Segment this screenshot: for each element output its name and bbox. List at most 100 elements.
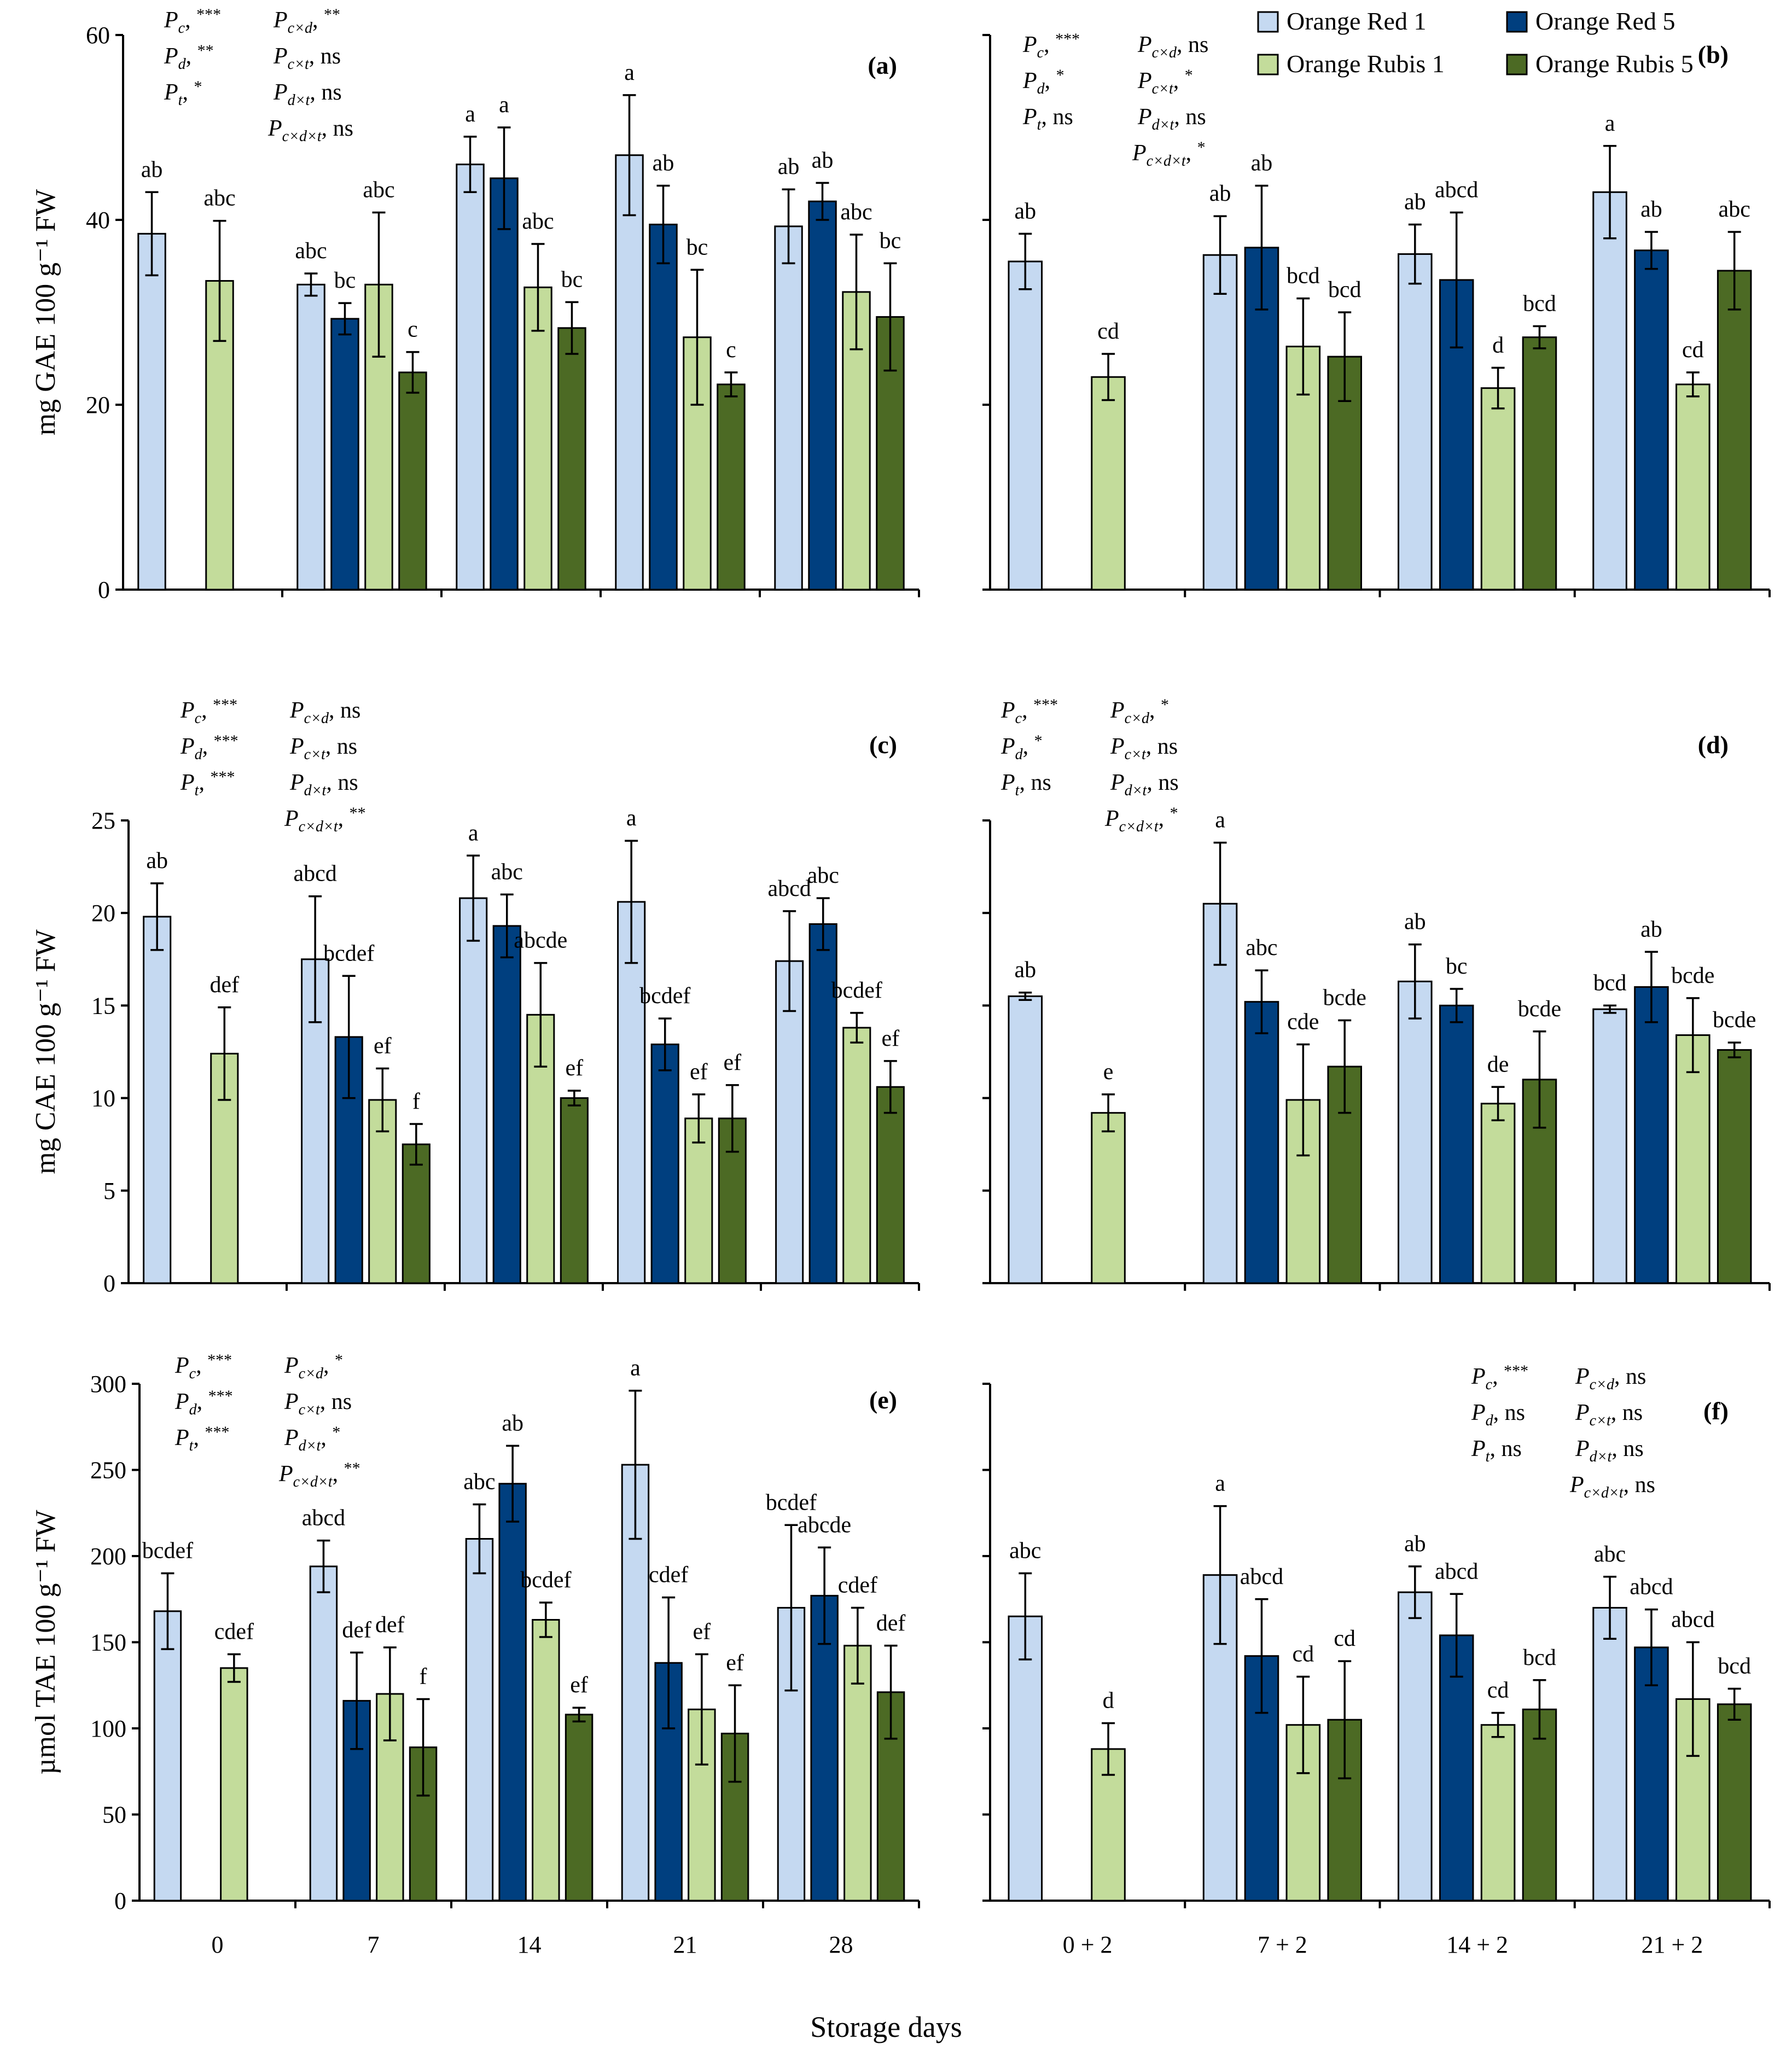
stat-p-value: Pt, ns — [1471, 1436, 1522, 1465]
significance-letter: a — [624, 60, 635, 85]
bar-orange-rubis-5 — [1522, 336, 1557, 591]
significance-letter: ab — [1014, 958, 1036, 983]
significance-letter: f — [412, 1089, 420, 1114]
bar-orange-red-1 — [1592, 1008, 1627, 1284]
significance-letter: abcd — [768, 876, 811, 901]
y-tick-label: 150 — [90, 1629, 126, 1656]
legend-label-orange-red-1: Orange Red 1 — [1287, 7, 1426, 35]
bar-orange-rubis-1 — [1091, 376, 1126, 591]
significance-letter: abc — [295, 238, 327, 264]
bar-orange-rubis-1 — [220, 1667, 248, 1902]
x-tick-label: 0 + 2 — [1063, 1931, 1113, 1958]
significance-letter: def — [375, 1612, 405, 1638]
y-tick-label: 300 — [90, 1371, 126, 1397]
x-tick-label: 7 + 2 — [1258, 1931, 1307, 1958]
stat-p-value: Pd, *** — [180, 732, 238, 763]
chart-panel-c: 0 5 10 15 20 25 mg CAE 100 g⁻¹ FW ab def abcd bcde… — [30, 696, 920, 1297]
stat-p-value: Pd, *** — [174, 1387, 233, 1418]
legend-swatch-orange-rubis-1 — [1257, 54, 1279, 75]
significance-letter: ef — [570, 1673, 588, 1698]
significance-letter: abcd — [1630, 1575, 1673, 1600]
stat-p-value: Pc, *** — [174, 1351, 232, 1382]
significance-letter: bcdef — [831, 978, 882, 1003]
bar-orange-red-1 — [1398, 1591, 1433, 1902]
significance-letter: abc — [203, 186, 235, 211]
significance-letter: abcde — [514, 928, 567, 953]
bar-orange-red-1 — [153, 1610, 182, 1902]
significance-letter: cde — [1287, 1009, 1319, 1034]
significance-letter: a — [1215, 808, 1225, 833]
significance-letter: bcde — [1323, 985, 1366, 1010]
stat-p-value: Pc, *** — [1471, 1362, 1528, 1393]
significance-letter: bcd — [1718, 1654, 1751, 1679]
significance-letter: abcd — [1671, 1607, 1714, 1633]
bar-orange-red-1 — [774, 225, 803, 591]
significance-letter: a — [1215, 1471, 1225, 1496]
stat-p-value: Pc×d×t, ** — [284, 804, 366, 835]
bar-orange-rubis-5 — [560, 1097, 589, 1284]
legend-swatch-orange-red-1 — [1257, 11, 1279, 33]
significance-letter: bcdef — [766, 1490, 817, 1515]
bar-orange-red-5 — [808, 923, 837, 1284]
significance-letter: bc — [1446, 954, 1468, 979]
significance-letter: abcd — [1435, 177, 1478, 202]
significance-letter: f — [420, 1664, 427, 1689]
significance-letter: abcd — [302, 1506, 345, 1531]
significance-letter: abc — [1009, 1539, 1041, 1564]
chart-panel-e: 0 50 100 150 200 250 300 µmol TAE 100 g⁻¹ FW 0 bc… — [30, 1351, 920, 1958]
x-tick-label: 14 — [517, 1931, 542, 1958]
x-tick-label: 0 — [212, 1931, 224, 1958]
significance-letter: abc — [1246, 935, 1277, 960]
stat-p-value: Pd×t, * — [284, 1423, 340, 1454]
significance-letter: ab — [1404, 1531, 1426, 1557]
bar-orange-rubis-5 — [1522, 1708, 1557, 1902]
significance-letter: ab — [141, 157, 163, 182]
bar-orange-red-5 — [649, 223, 678, 591]
y-tick-label: 15 — [91, 992, 115, 1019]
stat-p-value: Pc×d, * — [284, 1351, 343, 1382]
bar-orange-rubis-1 — [684, 1117, 713, 1284]
significance-letter: cd — [1292, 1642, 1314, 1667]
bar-orange-red-1 — [1592, 191, 1627, 591]
significance-letter: bcdef — [520, 1568, 571, 1593]
stat-p-value: Pt, ns — [1022, 104, 1073, 133]
bar-orange-rubis-5 — [557, 327, 586, 591]
bar-orange-rubis-1 — [1675, 383, 1710, 591]
significance-letter: abcd — [294, 861, 337, 887]
stat-p-value: Pd×t, ns — [273, 80, 342, 109]
significance-letter: bc — [334, 268, 356, 293]
legend-label-orange-red-5: Orange Red 5 — [1535, 7, 1675, 35]
significance-letter: de — [1487, 1052, 1509, 1077]
stat-p-value: Pc×d, ns — [1137, 32, 1208, 61]
bar-orange-red-1 — [1202, 902, 1238, 1284]
significance-letter: ab — [1014, 199, 1036, 224]
significance-letter: a — [468, 820, 479, 846]
significance-letter: bcdef — [323, 941, 374, 966]
significance-letter: cd — [1097, 319, 1119, 344]
significance-letter: bcd — [1523, 291, 1556, 316]
stat-p-value: Pc×d×t, ** — [278, 1459, 360, 1490]
bar-orange-red-5 — [492, 925, 521, 1284]
significance-letter: def — [342, 1617, 371, 1642]
y-tick-label: 10 — [91, 1085, 115, 1112]
stat-p-value: Pd, * — [1000, 732, 1043, 763]
significance-letter: a — [499, 92, 509, 118]
bar-orange-red-1 — [617, 901, 646, 1284]
bar-orange-red-1 — [1398, 253, 1433, 591]
bar-orange-red-5 — [490, 177, 519, 591]
bar-orange-rubis-1 — [523, 286, 552, 591]
significance-letter: ab — [778, 154, 800, 179]
bar-orange-rubis-5 — [1522, 1079, 1557, 1284]
legend-label-orange-rubis-1: Orange Rubis 1 — [1287, 50, 1445, 78]
significance-letter: ab — [146, 848, 168, 873]
x-tick-label: 14 + 2 — [1446, 1931, 1508, 1958]
bar-orange-red-5 — [1244, 1001, 1279, 1284]
bar-orange-red-1 — [456, 164, 485, 591]
bar-orange-rubis-5 — [717, 383, 746, 591]
stat-p-value: Pt, *** — [180, 768, 235, 799]
significance-letter: e — [1103, 1059, 1114, 1085]
significance-letter: ef — [374, 1033, 392, 1058]
bar-orange-rubis-1 — [1091, 1112, 1126, 1284]
significance-letter: a — [1605, 111, 1615, 136]
significance-letter: bcde — [1713, 1007, 1756, 1033]
